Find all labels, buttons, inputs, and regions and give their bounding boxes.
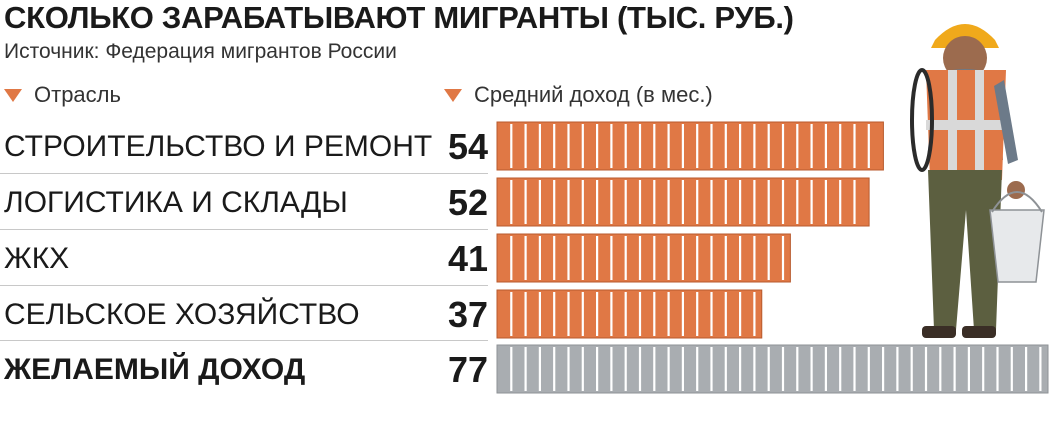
- value-label: 77: [447, 349, 488, 390]
- value-label: 41: [447, 238, 488, 279]
- bar: [496, 344, 1049, 394]
- value-header-label: Средний доход (в мес.): [474, 82, 713, 107]
- category-header-label: Отрасль: [34, 82, 121, 107]
- category-label: ЖКХ: [4, 242, 70, 275]
- worker-part: [991, 191, 1043, 213]
- row-divider: [0, 285, 488, 286]
- category-label: ЛОГИСТИКА И СКЛАДЫ: [4, 186, 348, 219]
- chart-title: СКОЛЬКО ЗАРАБАТЫВАЮТ МИГРАНТЫ (ТЫС. РУБ.…: [4, 0, 794, 35]
- triangle-down-icon: [4, 88, 22, 102]
- chart-source: Источник: Федерация мигрантов России: [4, 40, 397, 63]
- worker-part: [975, 70, 984, 180]
- value-label: 52: [447, 182, 488, 223]
- category-label: СЕЛЬСКОЕ ХОЗЯЙСТВО: [4, 298, 360, 331]
- bar: [496, 289, 763, 339]
- bar: [496, 233, 791, 283]
- worker-part: [948, 70, 957, 180]
- worker-part: [994, 80, 1018, 164]
- worker-part: [943, 36, 987, 80]
- category-label: СТРОИТЕЛЬСТВО И РЕМОНТ: [4, 130, 433, 163]
- row-divider: [0, 340, 488, 341]
- triangle-down-icon: [444, 88, 462, 102]
- worker-part: [922, 326, 956, 338]
- bar: [496, 121, 884, 171]
- category-header: Отрасль: [4, 82, 121, 108]
- worker-part: [910, 68, 934, 172]
- bar-rect: [496, 344, 1049, 394]
- value-label: 37: [447, 294, 488, 335]
- category-label: ЖЕЛАЕМЫЙ ДОХОД: [4, 353, 306, 386]
- worker-part: [928, 170, 1002, 330]
- value-label: 54: [447, 126, 488, 167]
- worker-part: [926, 120, 1002, 130]
- bar-rect: [496, 233, 791, 283]
- worker-part: [1007, 181, 1025, 199]
- row-divider: [0, 229, 488, 230]
- bar-rect: [496, 289, 763, 339]
- worker-part: [962, 326, 996, 338]
- construction-worker-icon: [910, 24, 1045, 338]
- bar-rect: [496, 121, 884, 171]
- worker-part: [989, 209, 1045, 283]
- bar: [496, 177, 870, 227]
- value-header: Средний доход (в мес.): [444, 82, 713, 108]
- row-divider: [0, 173, 488, 174]
